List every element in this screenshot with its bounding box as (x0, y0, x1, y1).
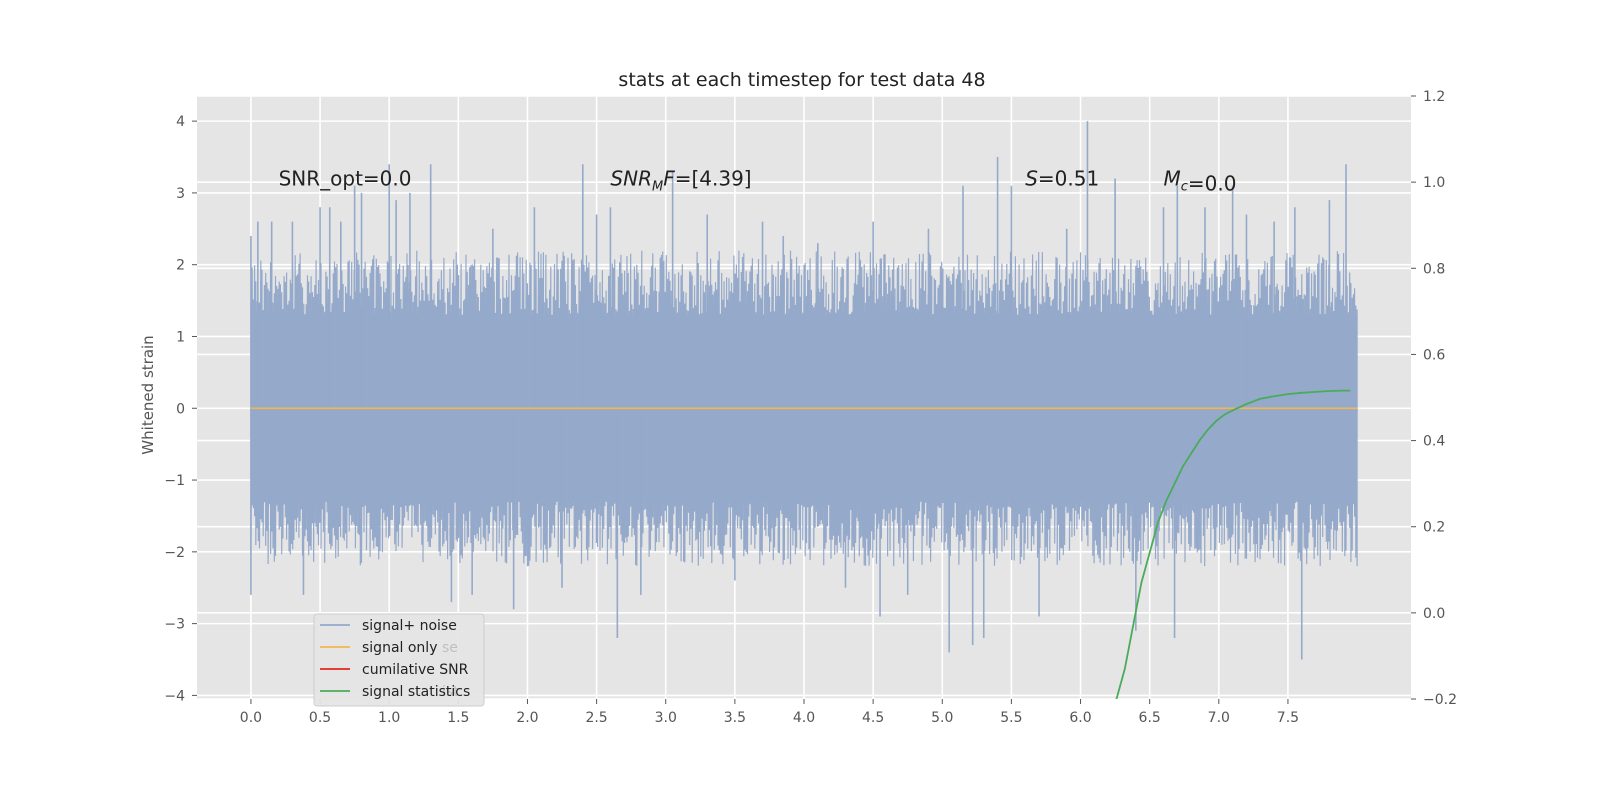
plot-area (250, 121, 1358, 699)
x-tick-label: 2.0 (516, 710, 538, 726)
x-tick-label: 7.5 (1277, 710, 1299, 726)
y2-tick-label: 0.2 (1423, 520, 1445, 536)
x-tick-label: 0.5 (309, 710, 331, 726)
legend-ghost-text: se (442, 640, 458, 656)
annotation-0: SNR_opt=0.0 (279, 167, 412, 191)
legend-label: signal+ noise (362, 618, 457, 634)
annotation-3: Mc=0.0 (1163, 167, 1236, 196)
y-tick-label: 4 (176, 114, 185, 130)
annotations: SNR_opt=0.0 SNRMF=[4.39] S=0.51 Mc=0.0 (279, 167, 1237, 196)
y-tick-label: 3 (176, 186, 185, 202)
annotation-2: S=0.51 (1025, 167, 1099, 191)
x-tick-label: 1.5 (447, 710, 469, 726)
x-tick-label: 2.5 (585, 710, 607, 726)
legend: signal+ noise se signal only cumilative SNR… (313, 613, 485, 707)
x-tick-label: 4.0 (793, 710, 815, 726)
y2-tick-label: 1.0 (1423, 175, 1445, 191)
annotation-1: SNRMF=[4.39] (610, 167, 751, 195)
x-tick-label: 3.5 (724, 710, 746, 726)
y-tick-label: −1 (164, 473, 185, 489)
chart-title: stats at each timestep for test data 48 (618, 69, 985, 91)
series-signal-statistics (1115, 389, 1351, 699)
legend-label: signal statistics (362, 684, 470, 700)
x-tick-label: 6.0 (1069, 710, 1091, 726)
y2-tick-label: 0.6 (1423, 347, 1445, 363)
x-tick-label: 6.5 (1139, 710, 1161, 726)
series-signal-noise (250, 250, 1358, 567)
x-tick-label: 7.0 (1208, 710, 1230, 726)
y2-tick-label: 1.2 (1423, 89, 1445, 105)
y2-tick-label: 0.4 (1423, 434, 1445, 450)
axes: 0.0 0.5 1.0 1.5 2.0 2.5 3.0 3.5 4.0 4.5 5.0 5.5 6.0 6… (164, 89, 1457, 726)
legend-ghost-text: ist (442, 684, 459, 700)
y-tick-label: −4 (164, 688, 185, 704)
y-tick-label: −2 (164, 545, 185, 561)
y-tick-label: 1 (176, 329, 185, 345)
y-axis-label: Whitened strain (139, 335, 157, 454)
y-tick-label: 0 (176, 401, 185, 417)
series-layer (250, 121, 1358, 699)
legend-label: cumilative SNR (362, 662, 469, 678)
y2-tick-label: 0.8 (1423, 261, 1445, 277)
x-tick-label: 0.0 (240, 710, 262, 726)
y-tick-label: 2 (176, 258, 185, 274)
x-tick-label: 4.5 (862, 710, 884, 726)
legend-label: signal only (362, 640, 437, 656)
y-tick-label: −3 (164, 617, 185, 633)
legend-box (313, 613, 485, 707)
x-tick-label: 1.0 (378, 710, 400, 726)
x-tick-label: 5.5 (1000, 710, 1022, 726)
x-tick-label: 3.0 (655, 710, 677, 726)
y2-tick-label: 0.0 (1423, 606, 1445, 622)
x-tick-label: 5.0 (931, 710, 953, 726)
y2-tick-label: −0.2 (1423, 692, 1457, 708)
